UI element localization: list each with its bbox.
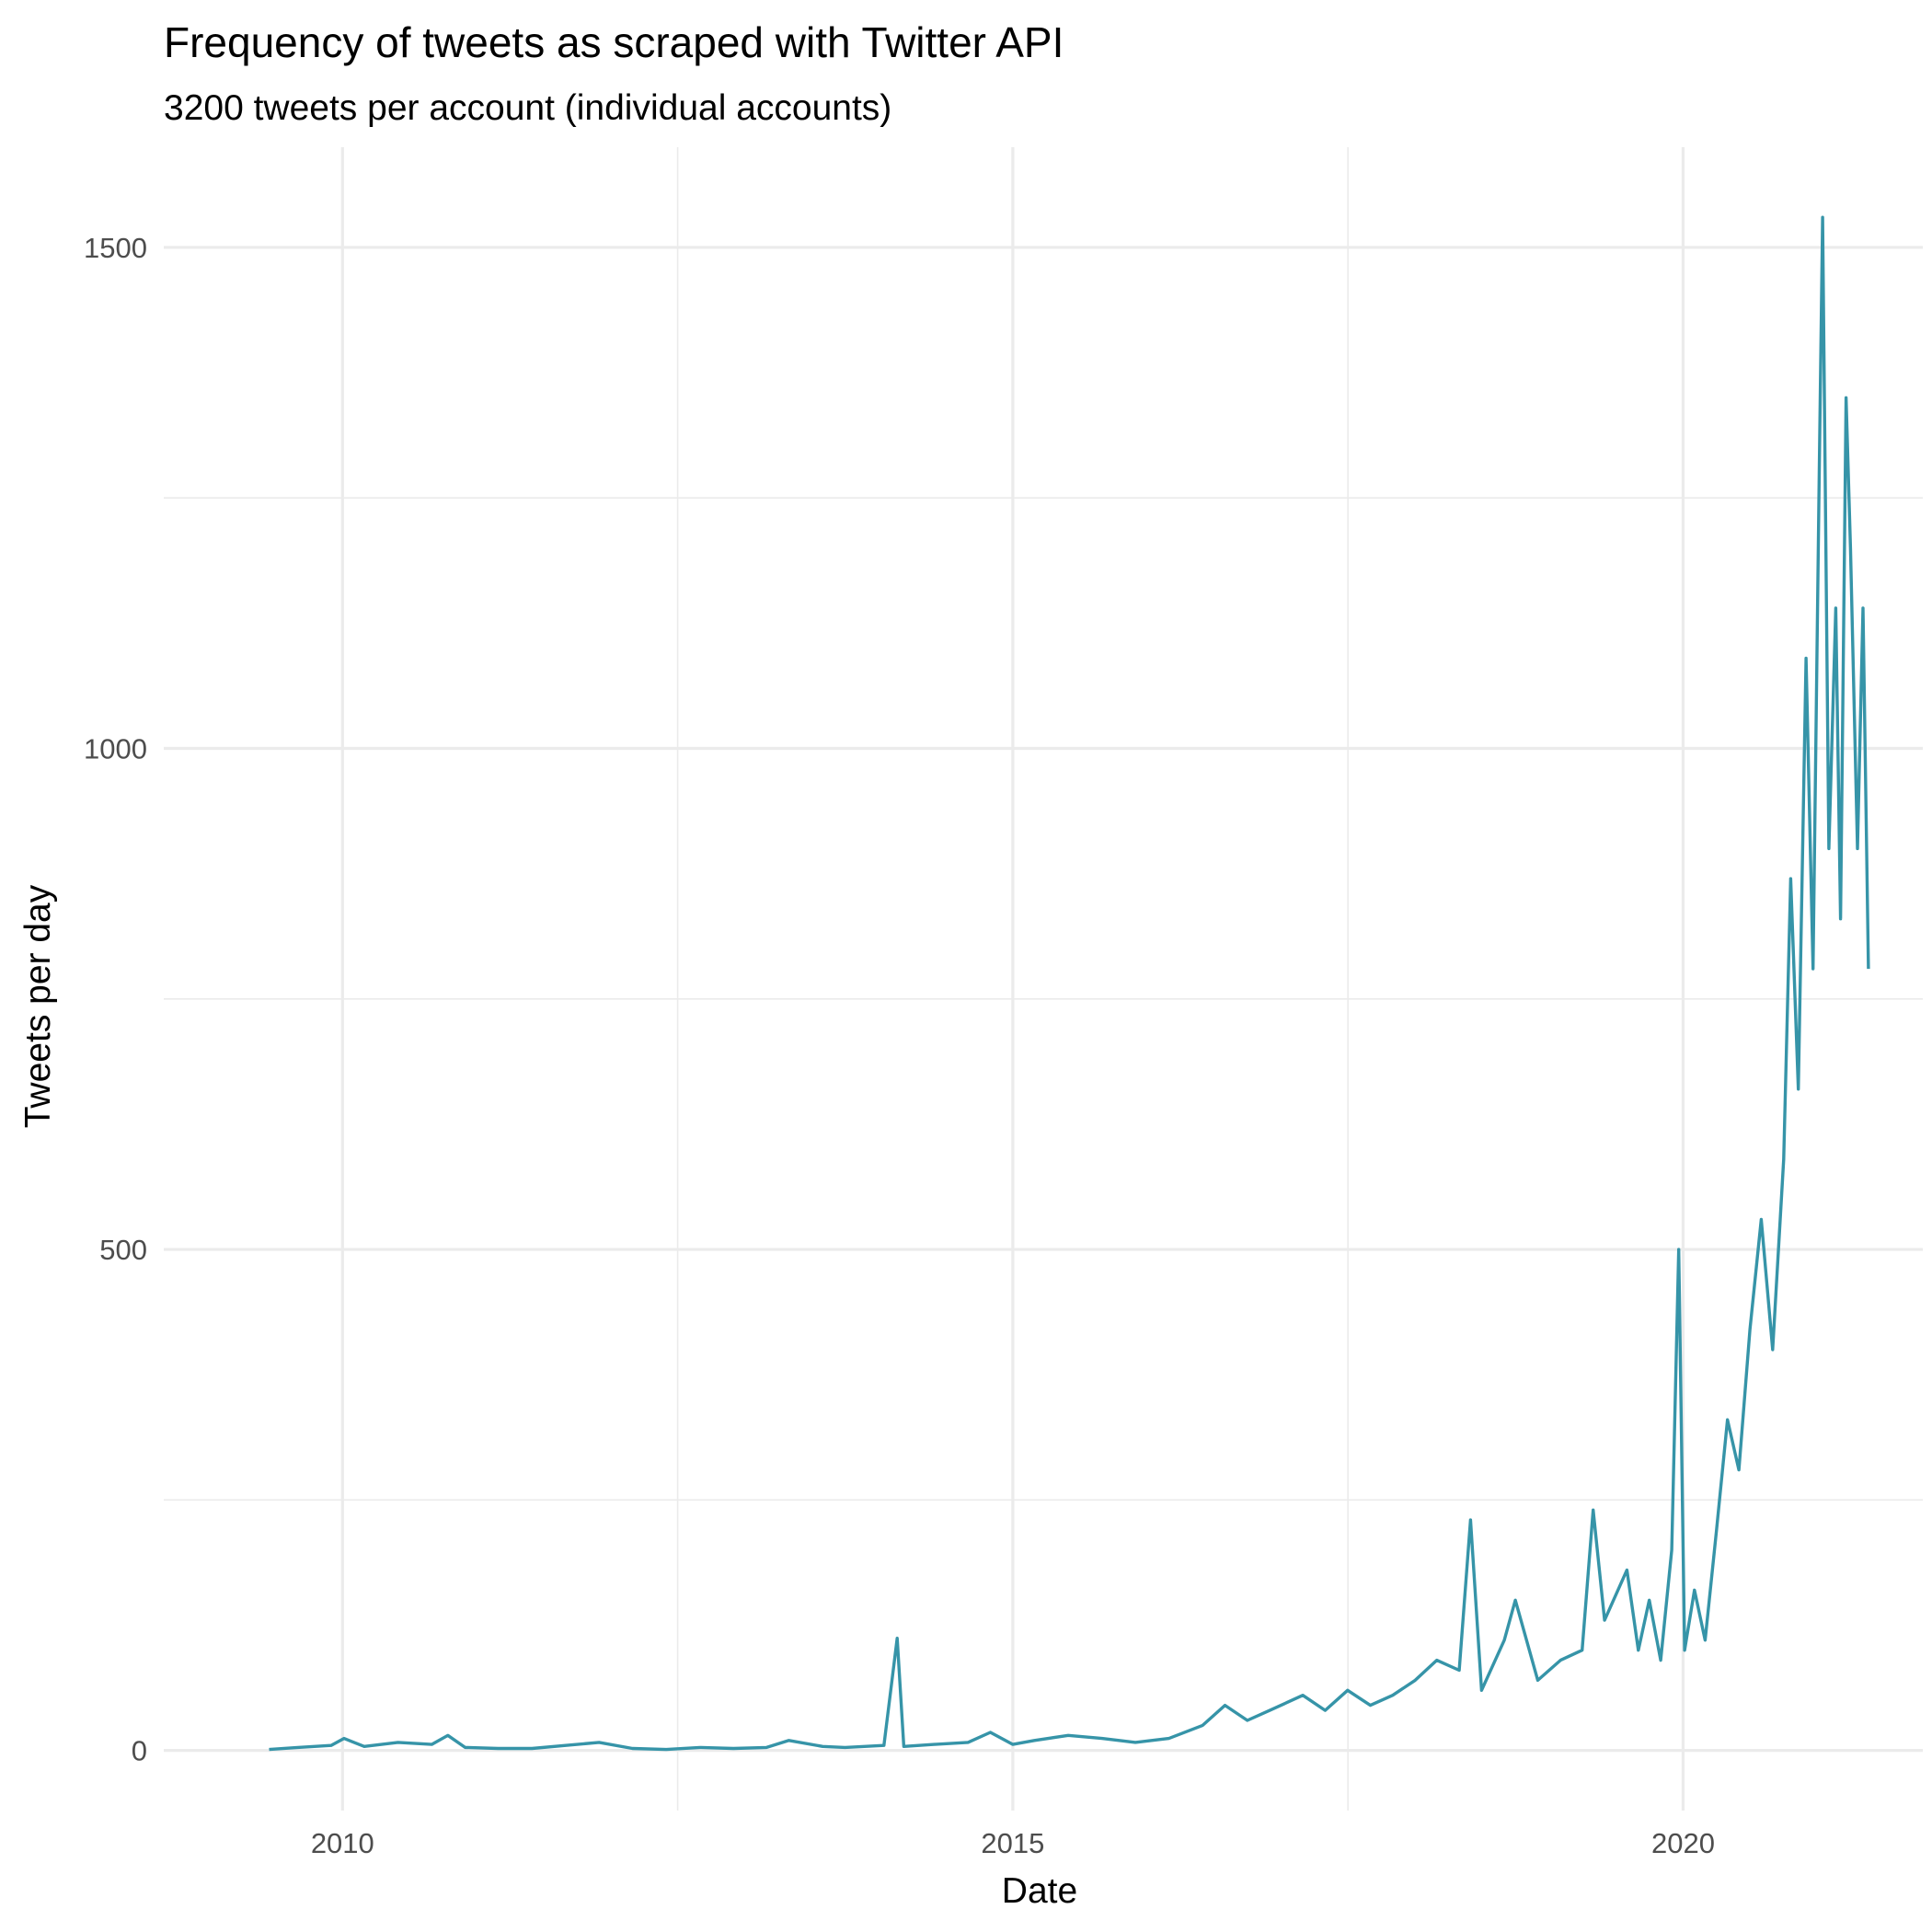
tick-labels: 0 500 1000 1500 2010 2015 2020 (84, 232, 1715, 1859)
y-tick-label: 0 (132, 1735, 147, 1767)
grid-lines (164, 147, 1923, 1811)
y-tick-label: 1500 (84, 232, 147, 264)
series-layer (269, 215, 1870, 1752)
series-line (269, 215, 1870, 1752)
y-tick-label: 1000 (84, 732, 147, 765)
x-tick-label: 2020 (1651, 1827, 1715, 1859)
x-tick-label: 2010 (311, 1827, 374, 1859)
x-tick-label: 2015 (981, 1827, 1044, 1859)
y-axis-title: Tweets per day (18, 884, 58, 1128)
chart-title: Frequency of tweets as scraped with Twit… (164, 18, 1064, 66)
y-tick-label: 500 (99, 1234, 147, 1266)
x-axis-title: Date (1002, 1871, 1077, 1911)
chart-subtitle: 3200 tweets per account (individual acco… (164, 88, 891, 128)
